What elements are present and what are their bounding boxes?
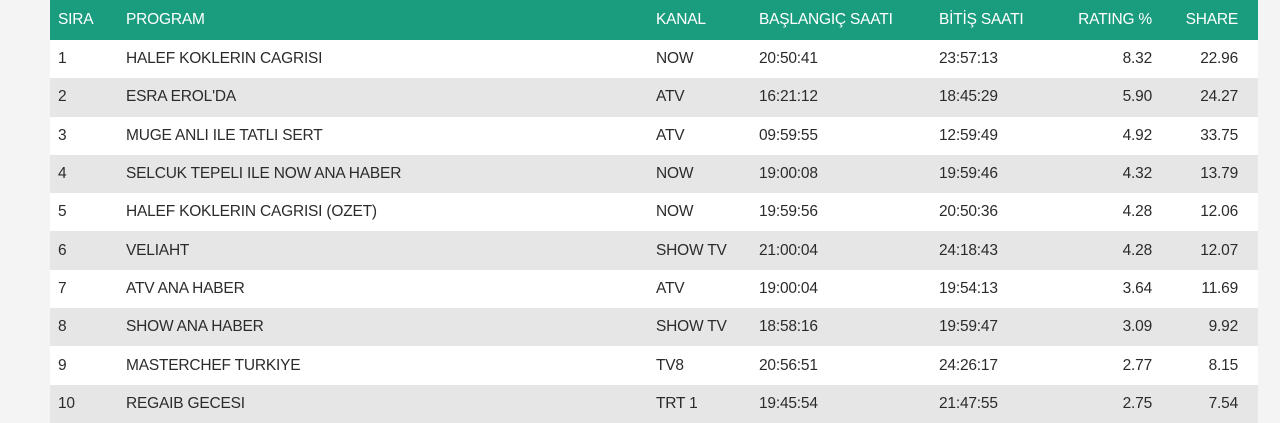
table-cell: 3	[50, 116, 126, 155]
table-head: SIRA PROGRAM KANAL BAŞLANGIÇ SAATI BİTİŞ SAA…	[50, 0, 1258, 40]
table-row: 3 MUGE ANLI ILE TATLI SERT ATV 09:59:55 12:5…	[50, 116, 1258, 155]
table-cell: 7.54	[1152, 384, 1258, 423]
table-cell: SHOW TV	[656, 231, 759, 270]
table-cell: SHOW TV	[656, 308, 759, 347]
table-cell: 2	[50, 78, 126, 117]
table-cell: ATV	[656, 116, 759, 155]
table-cell: NOW	[656, 40, 759, 79]
table-cell: REGAIB GECESI	[126, 384, 656, 423]
table-cell: VELIAHT	[126, 231, 656, 270]
table-cell: MUGE ANLI ILE TATLI SERT	[126, 116, 656, 155]
table-cell: 19:59:56	[759, 193, 939, 232]
table-cell: 5	[50, 193, 126, 232]
table-cell: 3.09	[1049, 308, 1152, 347]
table-row: 6 VELIAHT SHOW TV 21:00:04 24:18:43 4.28 12.07	[50, 231, 1258, 270]
ratings-table-wrap: SIRA PROGRAM KANAL BAŞLANGIÇ SAATI BİTİŞ SAA…	[50, 0, 1258, 423]
table-cell: 20:50:41	[759, 40, 939, 79]
table-cell: ATV	[656, 269, 759, 309]
table-cell: 8.15	[1152, 346, 1258, 385]
table-cell: 16:21:12	[759, 78, 939, 117]
table-cell: 7	[50, 269, 126, 309]
table-cell: TRT 1	[656, 384, 759, 423]
table-cell: 20:50:36	[939, 193, 1049, 232]
table-row: 7 ATV ANA HABER ATV 19:00:04 19:54:13 3.64 11.…	[50, 269, 1258, 309]
table-cell: 4.92	[1049, 116, 1152, 155]
table-cell: 19:00:08	[759, 154, 939, 194]
table-cell: SHOW ANA HABER	[126, 308, 656, 347]
table-body: 1 HALEF KOKLERIN CAGRISI NOW 20:50:41 23:57:…	[50, 40, 1258, 423]
table-cell: 2.75	[1049, 384, 1152, 423]
table-cell: 4.28	[1049, 193, 1152, 232]
table-row: 5 HALEF KOKLERIN CAGRISI (OZET) NOW 19:59:5…	[50, 193, 1258, 232]
table-cell: 21:47:55	[939, 384, 1049, 423]
table-cell: 19:59:47	[939, 308, 1049, 347]
table-cell: 19:00:04	[759, 269, 939, 309]
table-cell: 19:54:13	[939, 269, 1049, 309]
table-cell: NOW	[656, 193, 759, 232]
table-cell: 8.32	[1049, 40, 1152, 79]
table-cell: 10	[50, 384, 126, 423]
table-row: 8 SHOW ANA HABER SHOW TV 18:58:16 19:59:47 3.…	[50, 308, 1258, 347]
table-cell: 20:56:51	[759, 346, 939, 385]
table-cell: 2.77	[1049, 346, 1152, 385]
table-cell: 9.92	[1152, 308, 1258, 347]
table-cell: 24:26:17	[939, 346, 1049, 385]
table-cell: 09:59:55	[759, 116, 939, 155]
table-cell: 12.07	[1152, 231, 1258, 270]
table-cell: 13.79	[1152, 154, 1258, 194]
table-cell: TV8	[656, 346, 759, 385]
table-cell: HALEF KOKLERIN CAGRISI (OZET)	[126, 193, 656, 232]
table-cell: MASTERCHEF TURKIYE	[126, 346, 656, 385]
column-header: RATING %	[1049, 0, 1152, 40]
column-header: SHARE	[1152, 0, 1258, 40]
table-cell: 21:00:04	[759, 231, 939, 270]
table-cell: ATV	[656, 78, 759, 117]
table-cell: 8	[50, 308, 126, 347]
table-cell: 33.75	[1152, 116, 1258, 155]
table-cell: 9	[50, 346, 126, 385]
table-cell: 12.06	[1152, 193, 1258, 232]
table-cell: 24.27	[1152, 78, 1258, 117]
table-row: 9 MASTERCHEF TURKIYE TV8 20:56:51 24:26:17 2.…	[50, 346, 1258, 385]
table-cell: ESRA EROL'DA	[126, 78, 656, 117]
table-cell: 12:59:49	[939, 116, 1049, 155]
table-cell: NOW	[656, 154, 759, 194]
table-cell: 4.28	[1049, 231, 1152, 270]
column-header: BİTİŞ SAATI	[939, 0, 1049, 40]
table-cell: 5.90	[1049, 78, 1152, 117]
table-cell: 18:58:16	[759, 308, 939, 347]
table-cell: 22.96	[1152, 40, 1258, 79]
table-cell: ATV ANA HABER	[126, 269, 656, 309]
table-row: 2 ESRA EROL'DA ATV 16:21:12 18:45:29 5.90 24.2…	[50, 78, 1258, 117]
table-cell: 11.69	[1152, 269, 1258, 309]
ratings-table: SIRA PROGRAM KANAL BAŞLANGIÇ SAATI BİTİŞ SAA…	[50, 0, 1258, 423]
table-cell: 4	[50, 154, 126, 194]
table-cell: 19:59:46	[939, 154, 1049, 194]
column-header: SIRA	[50, 0, 126, 40]
table-cell: 24:18:43	[939, 231, 1049, 270]
table-cell: 18:45:29	[939, 78, 1049, 117]
table-cell: HALEF KOKLERIN CAGRISI	[126, 40, 656, 79]
table-cell: 19:45:54	[759, 384, 939, 423]
column-header: KANAL	[656, 0, 759, 40]
table-row: 10 REGAIB GECESI TRT 1 19:45:54 21:47:55 2.75…	[50, 384, 1258, 423]
table-cell: 6	[50, 231, 126, 270]
table-cell: 1	[50, 40, 126, 79]
table-cell: 4.32	[1049, 154, 1152, 194]
table-cell: 23:57:13	[939, 40, 1049, 79]
column-header: PROGRAM	[126, 0, 656, 40]
table-row: 1 HALEF KOKLERIN CAGRISI NOW 20:50:41 23:57:…	[50, 40, 1258, 79]
column-header: BAŞLANGIÇ SAATI	[759, 0, 939, 40]
table-cell: 3.64	[1049, 269, 1152, 309]
table-cell: SELCUK TEPELI ILE NOW ANA HABER	[126, 154, 656, 194]
header-row: SIRA PROGRAM KANAL BAŞLANGIÇ SAATI BİTİŞ SAA…	[50, 0, 1258, 40]
table-row: 4 SELCUK TEPELI ILE NOW ANA HABER NOW 19:00…	[50, 154, 1258, 194]
